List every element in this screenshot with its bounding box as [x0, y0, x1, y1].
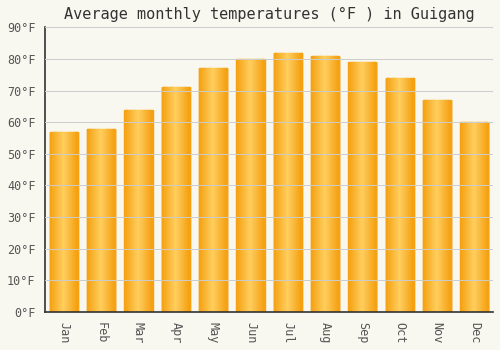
Title: Average monthly temperatures (°F ) in Guigang: Average monthly temperatures (°F ) in Gu…	[64, 7, 474, 22]
